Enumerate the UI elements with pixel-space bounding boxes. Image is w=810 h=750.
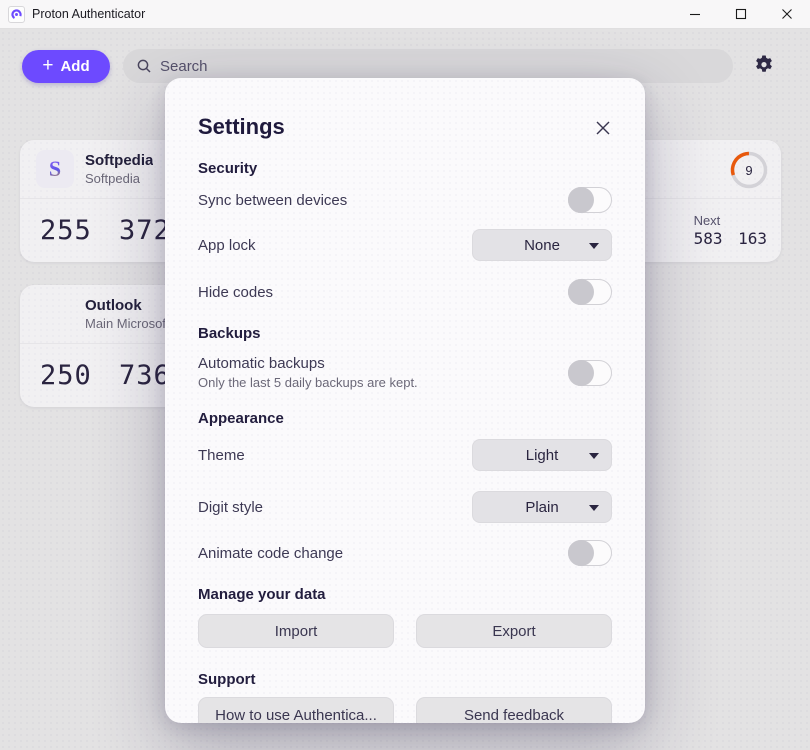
digit-style-select[interactable]: Plain bbox=[472, 491, 612, 523]
app-lock-label: App lock bbox=[198, 236, 256, 254]
import-button[interactable]: Import bbox=[198, 614, 394, 648]
toggle-knob bbox=[568, 187, 594, 213]
softpedia-icon: S bbox=[36, 150, 74, 188]
setting-row-sync: Sync between devices bbox=[198, 187, 612, 213]
maximize-button[interactable] bbox=[718, 0, 764, 28]
theme-value: Light bbox=[525, 446, 559, 464]
digit-style-label: Digit style bbox=[198, 498, 264, 516]
chevron-down-icon bbox=[589, 505, 599, 511]
minimize-button[interactable] bbox=[672, 0, 718, 28]
chevron-down-icon bbox=[589, 453, 599, 459]
sync-toggle[interactable] bbox=[568, 187, 612, 213]
toggle-knob bbox=[568, 360, 594, 386]
send-feedback-button[interactable]: Send feedback bbox=[416, 697, 612, 723]
hide-codes-label: Hide codes bbox=[198, 283, 274, 301]
next-code: 583 163 bbox=[693, 229, 767, 248]
timer-ring: 9 bbox=[729, 150, 769, 190]
account-card-header: 9 bbox=[410, 140, 781, 198]
theme-select[interactable]: Light bbox=[472, 439, 612, 471]
window-title: Proton Authenticator bbox=[32, 7, 146, 21]
toolbar: + Add bbox=[0, 29, 810, 85]
automatic-backups-note: Only the last 5 daily backups are kept. bbox=[198, 374, 418, 390]
gear-icon bbox=[756, 55, 772, 72]
close-icon bbox=[596, 121, 610, 135]
animate-label: Animate code change bbox=[198, 544, 344, 562]
toggle-knob bbox=[568, 540, 594, 566]
setting-row-automatic-backups: Automatic backups Only the last 5 daily … bbox=[198, 353, 612, 393]
settings-modal: Settings Security Sync between devices A… bbox=[165, 78, 645, 723]
timer-seconds: 9 bbox=[745, 162, 753, 178]
account-name: Outlook bbox=[85, 297, 142, 314]
close-window-button[interactable] bbox=[764, 0, 810, 28]
search-input[interactable] bbox=[160, 57, 733, 75]
close-settings-button[interactable] bbox=[591, 116, 615, 140]
settings-gear-button[interactable] bbox=[750, 51, 778, 79]
toggle-knob bbox=[568, 279, 594, 305]
add-button-label: Add bbox=[60, 58, 90, 75]
setting-row-app-lock: App lock None bbox=[198, 229, 612, 261]
minimize-icon bbox=[690, 13, 700, 16]
how-to-use-button[interactable]: How to use Authentica... bbox=[198, 697, 394, 723]
account-subtitle: Main Microsoft bbox=[85, 316, 170, 331]
setting-row-hide-codes: Hide codes bbox=[198, 279, 612, 305]
totp-code[interactable]: 250 736 bbox=[40, 360, 171, 391]
support-buttons-row: How to use Authentica... Send feedback bbox=[198, 697, 612, 723]
app-lock-select[interactable]: None bbox=[472, 229, 612, 261]
next-label: Next bbox=[693, 213, 721, 228]
automatic-backups-label: Automatic backups bbox=[198, 354, 325, 372]
account-subtitle: Softpedia bbox=[85, 171, 140, 186]
theme-label: Theme bbox=[198, 446, 245, 464]
app-lock-value: None bbox=[524, 236, 560, 254]
search-icon bbox=[136, 58, 152, 74]
hide-codes-toggle[interactable] bbox=[568, 279, 612, 305]
digit-style-value: Plain bbox=[525, 498, 559, 516]
totp-code[interactable]: 255 372 bbox=[40, 215, 171, 246]
section-header-manage-data: Manage your data bbox=[198, 586, 326, 603]
data-buttons-row: Import Export bbox=[198, 614, 612, 648]
add-button[interactable]: + Add bbox=[22, 50, 110, 83]
automatic-backups-toggle[interactable] bbox=[568, 360, 612, 386]
setting-row-theme: Theme Light bbox=[198, 439, 612, 471]
maximize-icon bbox=[735, 8, 747, 20]
window-controls bbox=[672, 0, 810, 28]
section-header-security: Security bbox=[198, 160, 258, 177]
section-header-support: Support bbox=[198, 671, 256, 688]
settings-title: Settings bbox=[198, 114, 285, 139]
sync-label: Sync between devices bbox=[198, 191, 348, 209]
export-button[interactable]: Export bbox=[416, 614, 612, 648]
search-bar bbox=[123, 49, 733, 83]
app-logo-icon bbox=[8, 5, 25, 23]
chevron-down-icon bbox=[589, 243, 599, 249]
titlebar: Proton Authenticator bbox=[0, 0, 810, 29]
animate-toggle[interactable] bbox=[568, 540, 612, 566]
plus-icon: + bbox=[42, 55, 54, 76]
close-icon bbox=[782, 9, 792, 19]
section-header-appearance: Appearance bbox=[198, 410, 284, 427]
section-header-backups: Backups bbox=[198, 325, 261, 342]
account-name: Softpedia bbox=[85, 152, 154, 169]
setting-row-digit-style: Digit style Plain bbox=[198, 491, 612, 523]
setting-row-animate: Animate code change bbox=[198, 540, 612, 566]
microsoft-icon bbox=[36, 295, 74, 333]
